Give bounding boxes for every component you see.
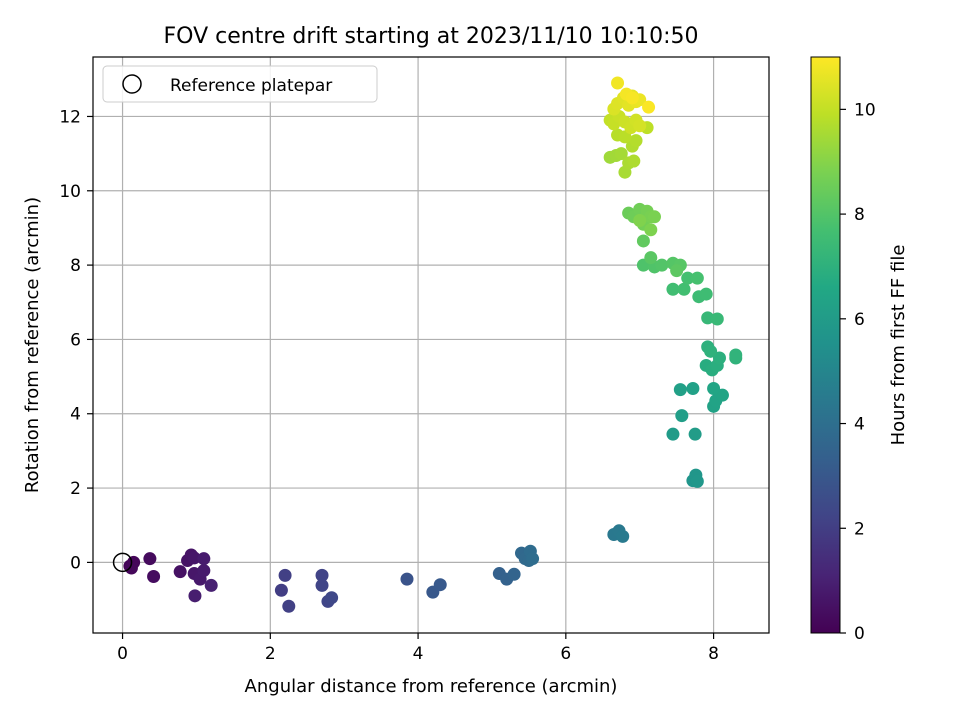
data-point [707,381,721,395]
data-point [673,383,687,397]
data-point [325,591,339,605]
data-point [670,264,684,278]
data-point [143,552,157,566]
y-tick-label: 10 [59,182,81,202]
data-point [729,348,743,362]
data-point [315,578,329,592]
colorbar-label: Hours from first FF file [888,245,909,446]
colorbar-tick-label: 4 [854,415,865,435]
data-point [713,351,727,365]
data-point [686,381,700,395]
colorbar-ticks: 0 2 4 6 8 10 [840,100,876,644]
data-point [627,154,641,168]
data-point [400,572,414,586]
reference-platepar-marker [112,552,133,573]
data-point [699,287,713,301]
data-point [633,119,647,133]
colorbar-tick-label: 8 [854,205,865,225]
data-point [282,599,296,613]
data-point [647,210,661,224]
data-point [675,409,689,423]
data-point [433,578,447,592]
colorbar-tick-label: 10 [854,100,876,120]
data-point [274,583,288,597]
data-point [636,234,650,248]
colorbar [810,56,841,634]
data-point [188,589,202,603]
plot-frame [92,56,770,634]
data-point [681,271,695,285]
data-point [710,312,724,326]
data-point [633,214,647,228]
data-point [147,570,161,584]
x-axis-ticks: 0 2 4 6 8 [117,633,719,664]
colorbar-tick-label: 2 [854,519,865,539]
data-point [690,271,704,285]
data-points [123,76,743,613]
x-tick-label: 4 [413,644,424,664]
grid-lines [93,57,769,633]
y-tick-label: 6 [70,330,81,350]
legend-reference-marker [122,74,142,94]
data-point [187,551,201,565]
data-point [704,344,718,358]
y-axis-label: Rotation from reference (arcmin) [22,197,43,493]
data-point [616,529,630,543]
x-axis-label: Angular distance from reference (arcmin) [245,676,618,697]
data-point [618,130,632,144]
data-point [690,474,704,488]
data-point [611,76,625,90]
y-tick-label: 8 [70,256,81,276]
data-point [197,564,211,578]
legend-box [102,65,378,103]
data-point [666,282,680,296]
data-point [315,568,329,582]
y-tick-label: 12 [59,107,81,127]
y-tick-label: 4 [70,405,81,425]
data-point [507,567,521,581]
data-point [526,552,540,566]
y-tick-label: 2 [70,479,81,499]
data-point [677,282,691,296]
data-point [642,100,656,114]
y-tick-label: 0 [70,553,81,573]
data-point [644,223,658,237]
colorbar-tick-label: 6 [854,310,865,330]
data-point [644,251,658,265]
data-point [278,568,292,582]
x-tick-label: 8 [708,644,719,664]
data-point [655,258,669,272]
data-point [701,311,715,325]
data-point [625,91,639,105]
chart-title: FOV centre drift starting at 2023/11/10 … [164,24,699,49]
data-point [715,388,729,402]
x-tick-label: 2 [265,644,276,664]
data-point [688,427,702,441]
x-tick-label: 6 [560,644,571,664]
data-point [173,565,187,579]
data-point [629,134,643,148]
data-point [124,561,138,575]
data-point [614,147,628,161]
data-point [666,427,680,441]
data-point [204,578,218,592]
legend: Reference platepar [102,65,378,103]
colorbar-tick-label: 0 [854,624,865,644]
y-axis-ticks: 0 2 4 6 8 10 12 [59,107,93,573]
data-point [197,552,211,566]
legend-entry-reference-platepar: Reference platepar [170,76,332,96]
x-tick-label: 0 [117,644,128,664]
